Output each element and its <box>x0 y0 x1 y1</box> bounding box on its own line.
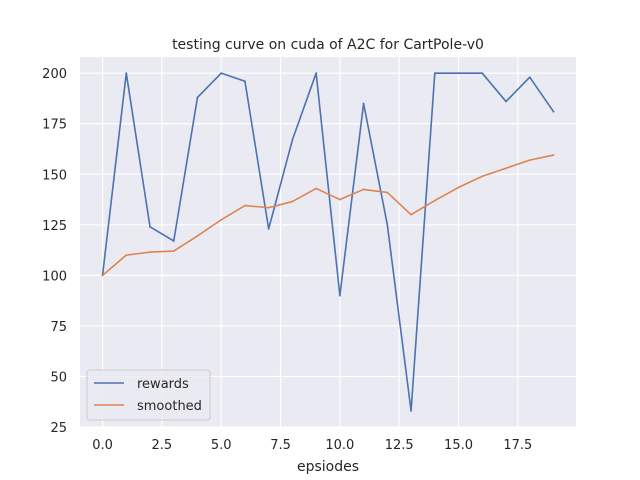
data-point-smoothed <box>386 191 389 194</box>
data-point-smoothed <box>362 188 365 191</box>
data-point-smoothed <box>338 198 341 201</box>
grid-lines <box>80 57 576 428</box>
data-point-rewards <box>244 80 246 83</box>
legend-label-smoothed: smoothed <box>137 399 202 414</box>
data-point-smoothed <box>457 186 460 189</box>
y-tick-label: 75 <box>50 320 67 335</box>
x-tick-label: 7.5 <box>270 438 291 453</box>
data-point-smoothed <box>125 254 128 257</box>
data-point-rewards <box>481 72 484 75</box>
x-tick-label: 17.5 <box>503 438 532 453</box>
data-point-smoothed <box>481 175 484 178</box>
data-point-rewards <box>125 72 128 75</box>
data-point-smoothed <box>291 200 294 203</box>
data-point-rewards <box>410 409 412 412</box>
y-axis-ticks: 25 50 75 100 125 150 175 200 <box>42 67 67 436</box>
data-point-smoothed <box>149 251 151 254</box>
legend: rewards smoothed <box>86 369 211 421</box>
data-point-smoothed <box>267 206 270 209</box>
data-point-smoothed <box>315 187 318 190</box>
y-tick-label: 175 <box>42 118 67 133</box>
y-tick-label: 200 <box>42 67 67 82</box>
data-point-smoothed <box>244 204 246 207</box>
x-tick-label: 10.0 <box>325 438 354 453</box>
data-point-rewards <box>172 240 175 242</box>
series-lines <box>101 72 555 412</box>
data-point-rewards <box>196 96 199 99</box>
data-point-smoothed <box>172 250 175 252</box>
plot-area <box>80 57 576 427</box>
series-line-rewards <box>101 72 555 412</box>
data-point-rewards <box>291 138 294 141</box>
data-point-rewards <box>505 100 507 103</box>
data-point-rewards <box>220 72 223 75</box>
y-tick-label: 150 <box>42 168 67 183</box>
y-tick-label: 25 <box>50 421 67 436</box>
y-tick-label: 125 <box>42 219 67 234</box>
data-point-rewards <box>338 294 341 297</box>
x-axis-label: epsiodes <box>297 459 359 475</box>
data-point-rewards <box>267 227 270 230</box>
x-tick-label: 2.5 <box>152 438 173 453</box>
data-point-smoothed <box>528 159 531 162</box>
y-tick-label: 50 <box>50 370 67 385</box>
data-point-smoothed <box>552 154 555 156</box>
legend-label-rewards: rewards <box>137 377 189 392</box>
data-point-rewards <box>386 223 389 226</box>
data-point-rewards <box>315 72 318 75</box>
data-point-rewards <box>528 76 531 79</box>
data-point-rewards <box>433 72 436 75</box>
data-point-smoothed <box>410 213 412 216</box>
data-point-rewards <box>149 225 151 228</box>
x-tick-label: 15.0 <box>444 438 473 453</box>
data-point-smoothed <box>101 274 104 277</box>
series-line-smoothed <box>101 154 555 277</box>
y-tick-label: 100 <box>42 269 67 284</box>
x-tick-label: 5.0 <box>211 438 232 453</box>
x-tick-label: 12.5 <box>385 438 414 453</box>
data-point-smoothed <box>220 218 223 221</box>
x-tick-label: 0.0 <box>92 438 113 453</box>
data-point-smoothed <box>433 199 436 202</box>
chart-title: testing curve on cuda of A2C for CartPol… <box>172 37 484 53</box>
data-point-rewards <box>457 72 460 75</box>
x-axis-ticks: 0.0 2.5 5.0 7.5 10.0 12.5 15.0 17.5 <box>92 438 532 453</box>
data-point-rewards <box>552 110 555 113</box>
data-point-rewards <box>362 102 365 105</box>
data-point-smoothed <box>196 235 199 237</box>
data-point-smoothed <box>505 167 507 170</box>
